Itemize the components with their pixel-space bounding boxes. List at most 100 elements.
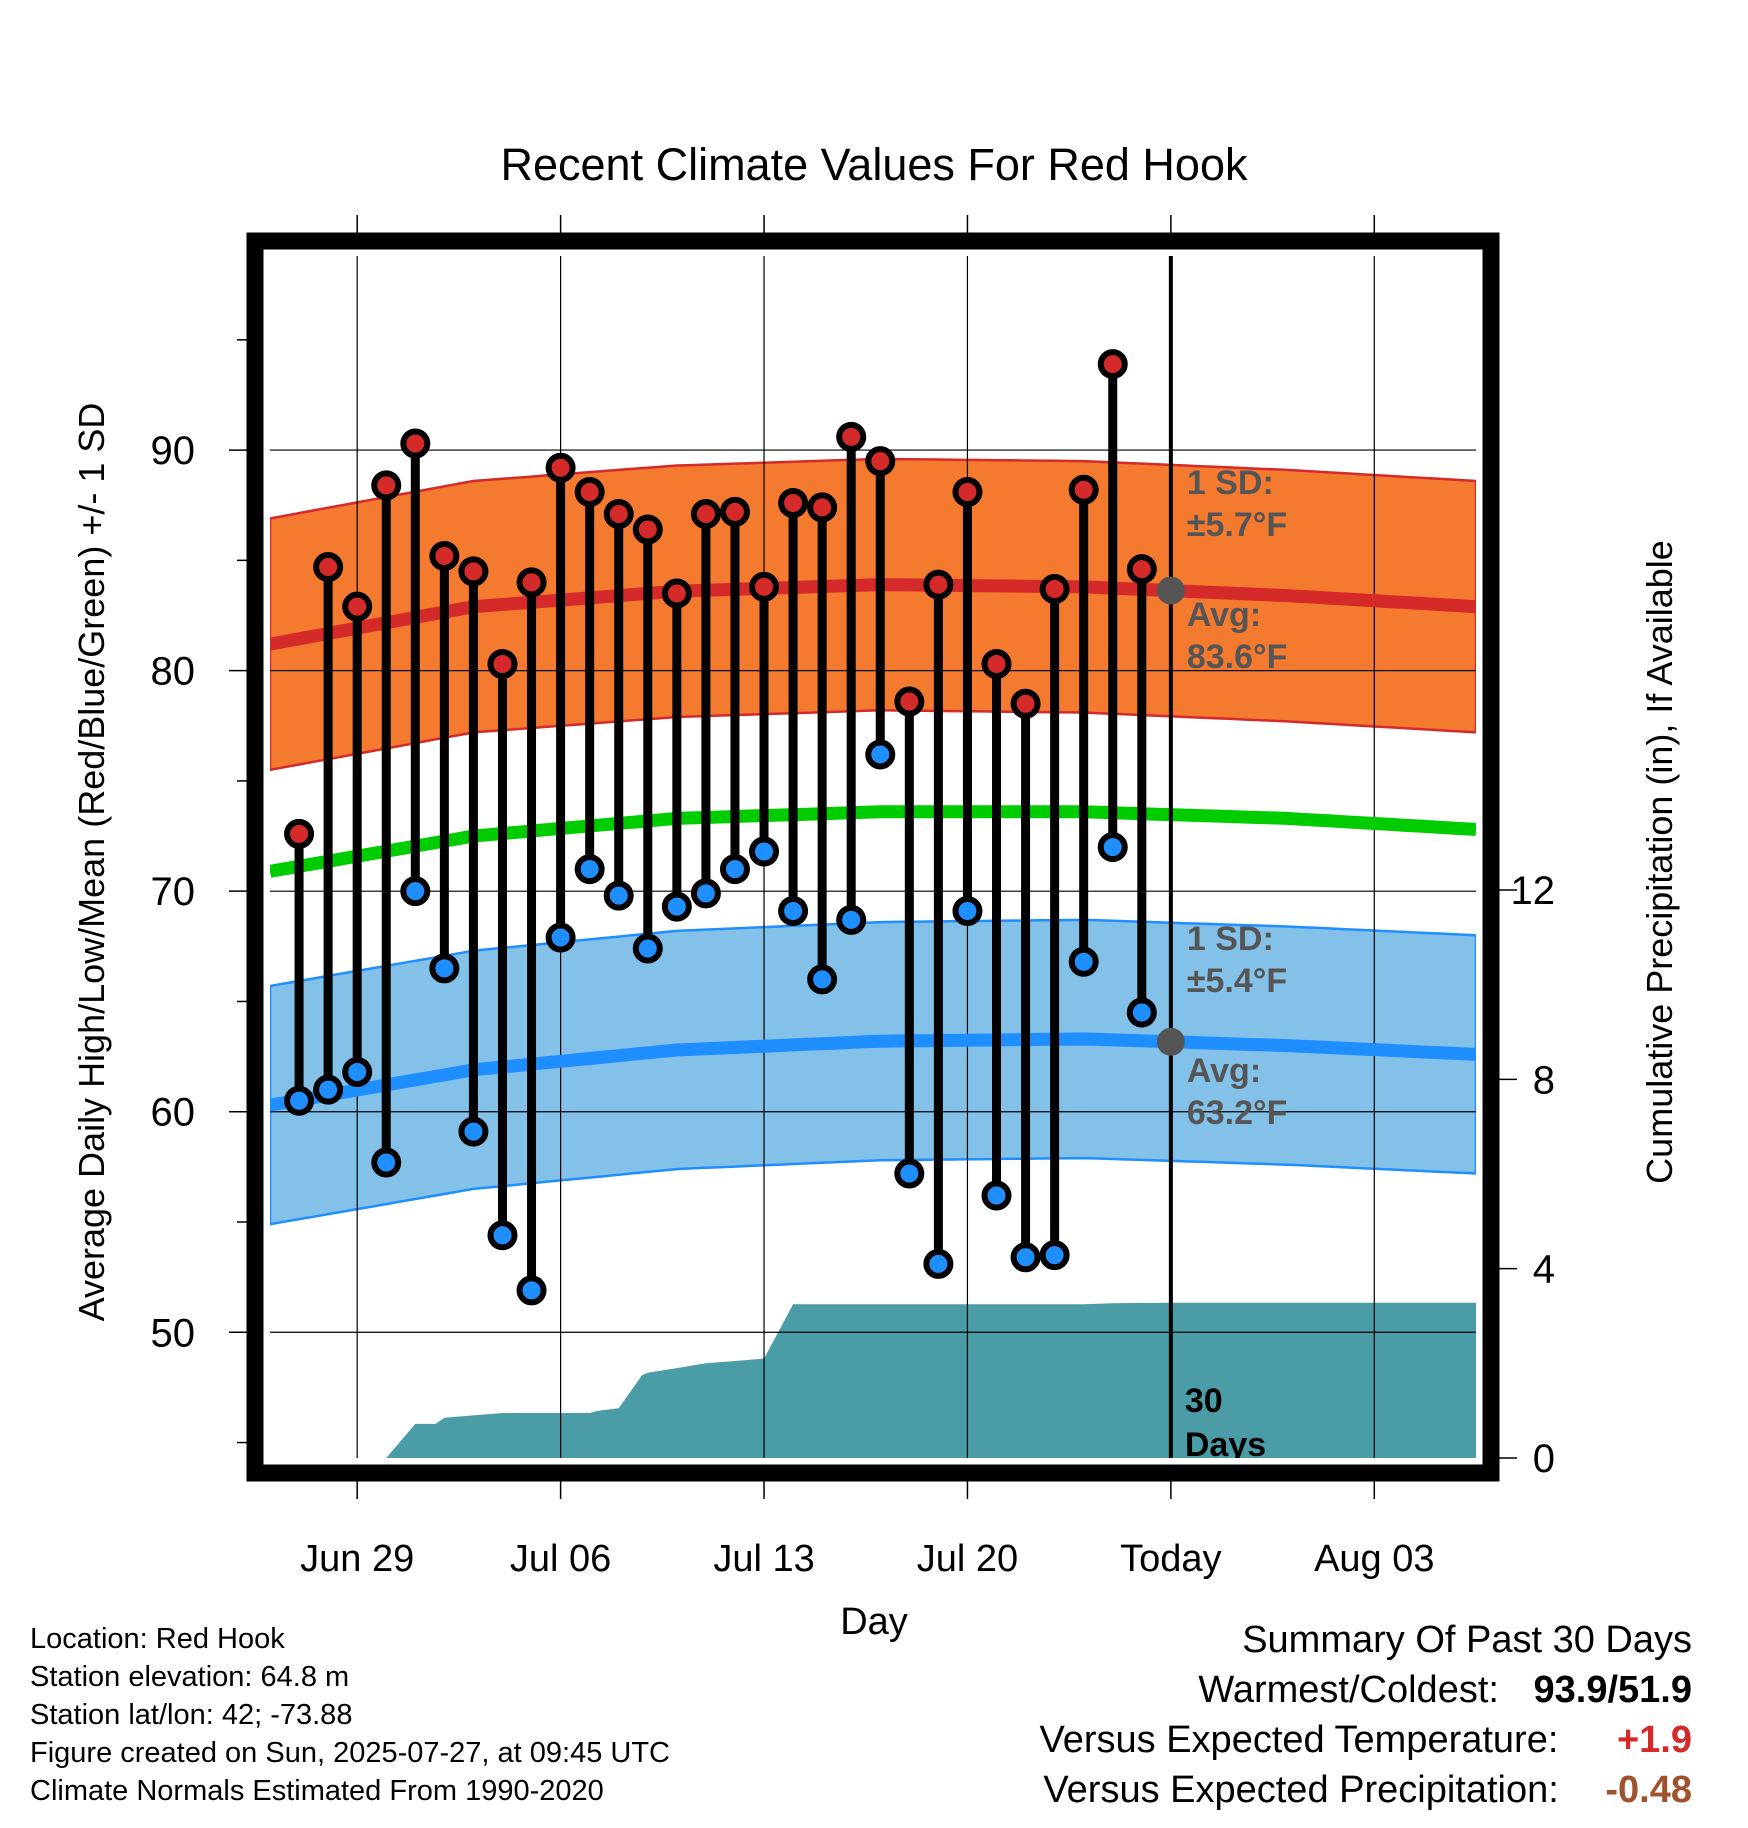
low-point — [807, 964, 838, 995]
low-point — [458, 1116, 489, 1147]
low-point — [952, 896, 983, 927]
low-point — [1039, 1240, 1070, 1271]
low-point — [1010, 1242, 1041, 1273]
plot-content: 1 SD: ±5.7°F Avg: 83.6°F 1 SD: ±5.4°F Avg: 63.2… — [270, 256, 1476, 1464]
high-point — [1097, 349, 1128, 380]
summary-title: Summary Of Past 30 Days — [1242, 1619, 1692, 1661]
low-sd-band — [270, 918, 1476, 1226]
x-axis-label: Day — [840, 1601, 908, 1643]
high-sd-band — [270, 457, 1476, 772]
high-point — [778, 488, 809, 519]
y-left-tick-label: 60 — [151, 1091, 196, 1135]
x-tick-label: Jun 29 — [300, 1538, 414, 1580]
high-point — [981, 649, 1012, 680]
temp-label: Versus Expected Temperature: — [1039, 1719, 1559, 1761]
high-point — [690, 499, 721, 530]
high-point — [458, 556, 489, 587]
high-point — [719, 496, 750, 527]
low-point — [981, 1180, 1012, 1211]
y-axis-label-right: Cumulative Precipitation (in), If Availa… — [1639, 540, 1680, 1184]
days-word-label: Days — [1185, 1426, 1266, 1464]
elevation-text: Station elevation: 64.8 m — [30, 1661, 350, 1693]
low-point — [603, 880, 634, 911]
created-text: Figure created on Sun, 2025-07-27, at 09… — [30, 1737, 670, 1769]
low-point — [661, 891, 692, 922]
low-point — [1126, 997, 1157, 1028]
high-point — [516, 567, 547, 598]
x-tick-label: Today — [1120, 1538, 1221, 1580]
high-point — [661, 578, 692, 609]
temp-row: Versus Expected Temperature: +1.9 — [1039, 1715, 1692, 1765]
chart-title: Recent Climate Values For Red Hook — [501, 139, 1248, 190]
precip-row: Versus Expected Precipitation: -0.48 — [1039, 1765, 1692, 1815]
y-axis-label-left: Average Daily High/Low/Mean (Red/Blue/Gr… — [71, 403, 112, 1322]
warmest-row: Warmest/Coldest: 93.9/51.9 — [1039, 1665, 1692, 1715]
low-point — [632, 933, 663, 964]
high-sd-label: 1 SD: — [1187, 464, 1274, 502]
high-point — [342, 591, 373, 622]
low-avg-value: 63.2°F — [1187, 1094, 1288, 1132]
low-point — [284, 1085, 315, 1116]
normal-mean-line — [270, 805, 1476, 878]
y-right-tick-label: 12 — [1511, 869, 1556, 913]
y-left-tick-label: 70 — [151, 870, 196, 914]
normals-text: Climate Normals Estimated From 1990-2020 — [30, 1775, 604, 1807]
precip-area — [270, 1302, 1476, 1458]
y-right-tick-label: 8 — [1533, 1058, 1555, 1102]
high-point — [865, 446, 896, 477]
y-left-tick-label: 80 — [151, 650, 196, 694]
station-info: Location: Red Hook Station elevation: 64… — [30, 1620, 670, 1810]
high-point — [749, 571, 780, 602]
days-number-label: 30 — [1185, 1382, 1223, 1420]
low-point — [719, 854, 750, 885]
high-point — [836, 421, 867, 452]
high-point — [313, 551, 344, 582]
high-avg-value: 83.6°F — [1187, 638, 1288, 676]
low-point — [894, 1158, 925, 1189]
low-avg-label: Avg: — [1187, 1052, 1261, 1090]
plot-frame — [246, 232, 1500, 1482]
high-sd-value: ±5.7°F — [1187, 506, 1287, 544]
low-point — [778, 896, 809, 927]
high-point — [574, 476, 605, 507]
low-point — [923, 1248, 954, 1279]
high-point — [545, 452, 576, 483]
today-low-avg-marker — [1156, 1027, 1185, 1056]
low-point — [836, 904, 867, 935]
y-right-tick-label: 4 — [1533, 1248, 1555, 1292]
low-point — [690, 878, 721, 909]
high-point — [400, 428, 431, 459]
precip-label: Versus Expected Precipitation: — [1043, 1769, 1559, 1811]
high-point — [807, 492, 838, 523]
high-point — [632, 514, 663, 545]
warmest-label: Warmest/Coldest: — [1198, 1669, 1499, 1711]
high-point — [1010, 688, 1041, 719]
latlon-text: Station lat/lon: 42; -73.88 — [30, 1699, 353, 1731]
y-left-tick-label: 50 — [151, 1311, 196, 1355]
high-point — [603, 499, 634, 530]
summary-panel: Summary Of Past 30 Days Warmest/Coldest:… — [1039, 1615, 1692, 1815]
low-point — [545, 922, 576, 953]
high-point — [894, 686, 925, 717]
warmest-value: 93.9/51.9 — [1533, 1669, 1692, 1711]
x-tick-label: Jul 20 — [917, 1538, 1018, 1580]
temp-value: +1.9 — [1616, 1719, 1692, 1761]
plot-area: 1 SD: ±5.7°F Avg: 83.6°F 1 SD: ±5.4°F Avg: 63.2… — [151, 215, 1556, 1580]
low-point — [749, 836, 780, 867]
high-point — [923, 569, 954, 600]
precip-value: -0.48 — [1605, 1769, 1692, 1811]
high-point — [1068, 474, 1099, 505]
x-tick-label: Jul 13 — [713, 1538, 814, 1580]
low-point — [429, 953, 460, 984]
low-sd-value: ±5.4°F — [1187, 962, 1287, 1000]
low-point — [865, 739, 896, 770]
high-point — [952, 476, 983, 507]
low-point — [487, 1220, 518, 1251]
location-text: Location: Red Hook — [30, 1623, 285, 1655]
high-point — [487, 649, 518, 680]
low-point — [574, 854, 605, 885]
y-left-tick-label: 90 — [151, 429, 196, 473]
low-point — [516, 1275, 547, 1306]
high-point — [429, 540, 460, 571]
